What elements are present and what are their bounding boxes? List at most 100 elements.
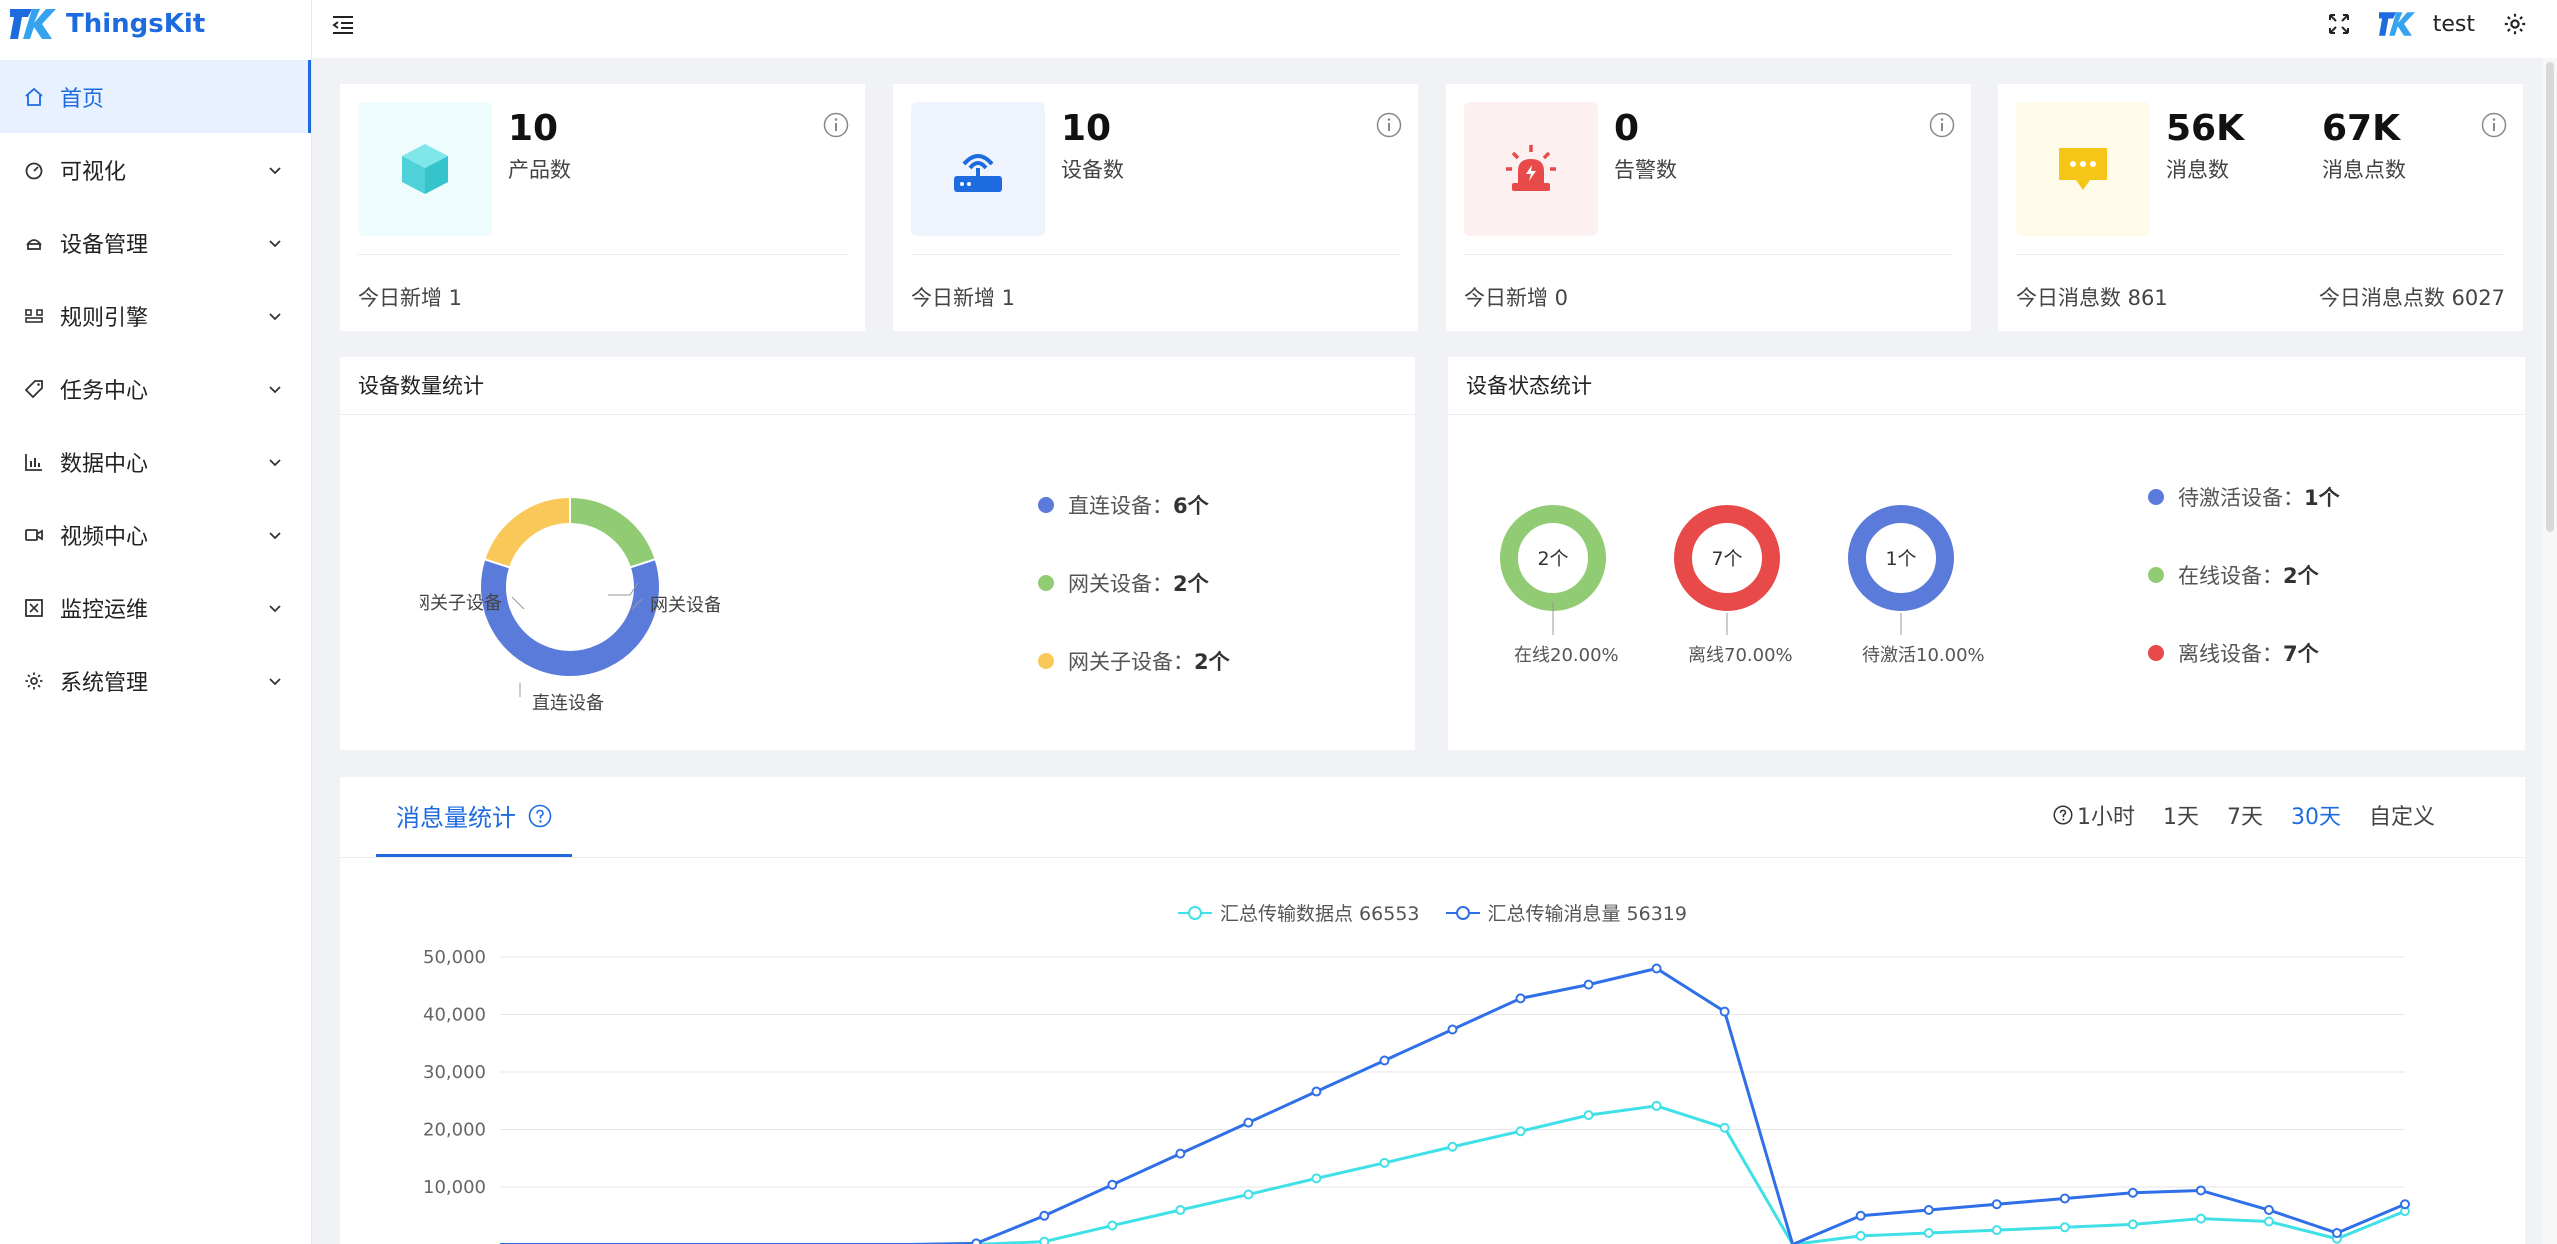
sidebar-item-monitoring[interactable]: 监控运维	[0, 571, 311, 644]
data-point[interactable]	[1991, 1225, 2002, 1236]
range-custom[interactable]: 自定义	[2368, 805, 2435, 830]
legend-label: 汇总传输消息量 56319	[1487, 903, 1687, 925]
y-tick-label: 30,000	[423, 1062, 486, 1083]
data-point[interactable]	[971, 1238, 982, 1244]
donut-slice-direct[interactable]	[479, 557, 661, 678]
menu-fold-icon[interactable]	[330, 12, 356, 38]
data-point[interactable]	[1107, 1220, 1118, 1231]
data-point[interactable]	[2127, 1219, 2138, 1230]
message-count-label: 消息数	[2166, 158, 2229, 182]
user-menu[interactable]: test	[2378, 10, 2475, 38]
chevron-down-icon	[269, 458, 281, 466]
sidebar-item-label: 系统管理	[60, 670, 149, 696]
info-icon[interactable]	[1376, 112, 1402, 138]
data-point[interactable]	[2195, 1213, 2206, 1224]
data-point[interactable]	[1583, 979, 1594, 990]
data-point[interactable]	[1923, 1205, 1934, 1215]
ring-caption-online: 在线20.00%	[1514, 645, 1619, 666]
donut-slice-gateway[interactable]	[569, 495, 657, 569]
tab-message-stats[interactable]: 消息量统计	[376, 777, 572, 857]
info-icon[interactable]	[1929, 112, 1955, 138]
ring-stem-online	[1552, 613, 1554, 635]
sidebar-item-device-management[interactable]: 设备管理	[0, 206, 311, 279]
data-point[interactable]	[1719, 1006, 1730, 1017]
alarm-count-label: 告警数	[1614, 158, 1677, 182]
data-point[interactable]	[2263, 1205, 2274, 1215]
scrollbar-thumb[interactable]	[2546, 62, 2554, 532]
data-point[interactable]	[1379, 1157, 1390, 1168]
range-1d[interactable]: 1天	[2162, 805, 2199, 830]
data-point[interactable]	[2059, 1222, 2070, 1233]
data-point[interactable]	[1175, 1148, 1186, 1159]
data-point[interactable]	[1719, 1122, 1730, 1133]
sidebar-item-system-management[interactable]: 系统管理	[0, 644, 311, 717]
legend-online-device: 在线设备： 2个	[2148, 560, 2319, 590]
divider	[2016, 254, 2505, 255]
data-point[interactable]	[2263, 1216, 2274, 1227]
legend-marker	[1178, 905, 1213, 920]
cube-icon	[402, 144, 448, 194]
data-point[interactable]	[1923, 1228, 1934, 1238]
today-message-point-count: 今日消息点数 6027	[2318, 286, 2505, 310]
data-point[interactable]	[2331, 1228, 2342, 1238]
chevron-down-icon	[269, 312, 281, 320]
data-point[interactable]	[1651, 1100, 1662, 1111]
legend-label: 离线设备	[2178, 642, 2262, 666]
help-icon[interactable]	[528, 804, 552, 828]
range-1h[interactable]: 1小时	[2053, 799, 2135, 831]
legend-dot	[2148, 567, 2164, 583]
legend-label: 在线设备	[2178, 564, 2262, 588]
data-point[interactable]	[1243, 1189, 1254, 1200]
product-count-label: 产品数	[508, 158, 571, 182]
sidebar-item-data-center[interactable]: 数据中心	[0, 425, 311, 498]
sidebar-item-rule-engine[interactable]: 规则引擎	[0, 279, 311, 352]
data-point[interactable]	[1175, 1205, 1186, 1215]
fullscreen-icon[interactable]	[2327, 12, 2351, 36]
settings-gear-icon[interactable]	[2503, 12, 2527, 36]
data-point[interactable]	[1651, 963, 1662, 974]
data-point[interactable]	[2059, 1193, 2070, 1204]
legend-series-datapoints[interactable]: 汇总传输数据点 66553	[1178, 899, 1420, 926]
rule-icon	[22, 304, 46, 328]
data-point[interactable]	[2400, 1199, 2410, 1210]
ring-center-offline: 7个	[1711, 548, 1742, 570]
data-point[interactable]	[1379, 1055, 1390, 1066]
data-point[interactable]	[1515, 993, 1526, 1004]
data-point[interactable]	[2127, 1187, 2138, 1198]
data-point[interactable]	[1039, 1236, 1050, 1244]
data-point[interactable]	[1991, 1199, 2002, 1210]
data-point[interactable]	[1447, 1141, 1458, 1152]
divider	[1464, 254, 1953, 255]
alarm-siren-icon	[1506, 145, 1556, 191]
ring-offline: 7个	[1674, 505, 1780, 611]
ring-stem-inactive	[1900, 613, 1902, 635]
data-point[interactable]	[2195, 1185, 2206, 1196]
info-icon[interactable]	[2481, 112, 2507, 138]
data-point[interactable]	[1311, 1173, 1322, 1184]
donut-slice-sub[interactable]	[483, 495, 571, 569]
sidebar-item-video-center[interactable]: 视频中心	[0, 498, 311, 571]
data-point[interactable]	[1243, 1117, 1254, 1128]
sidebar-item-home[interactable]: 首页	[0, 60, 311, 133]
ring-caption-inactive: 待激活10.00%	[1862, 645, 1985, 666]
data-point[interactable]	[1515, 1126, 1526, 1137]
data-point[interactable]	[1447, 1024, 1458, 1035]
stat-card-alarms: 0 告警数 今日新增 0	[1446, 84, 1971, 331]
data-point[interactable]	[1039, 1210, 1050, 1221]
info-icon[interactable]	[823, 112, 849, 138]
sidebar-item-label: 首页	[60, 86, 105, 112]
data-point[interactable]	[1107, 1179, 1118, 1190]
legend-series-messages[interactable]: 汇总传输消息量 56319	[1445, 899, 1687, 926]
sidebar-item-task-center[interactable]: 任务中心	[0, 352, 311, 425]
data-point[interactable]	[1311, 1086, 1322, 1097]
app-logo[interactable]: ThingsKit	[10, 6, 205, 42]
sidebar-item-visualization[interactable]: 可视化	[0, 133, 311, 206]
sidebar-item-label: 任务中心	[60, 378, 149, 404]
page-scrollbar[interactable]	[2543, 58, 2557, 1244]
range-7d[interactable]: 7天	[2226, 805, 2263, 830]
data-point[interactable]	[1855, 1230, 1866, 1241]
data-point[interactable]	[1855, 1210, 1866, 1221]
range-30d[interactable]: 30天	[2290, 805, 2341, 830]
data-point[interactable]	[1583, 1110, 1594, 1121]
product-count: 10	[508, 108, 559, 149]
